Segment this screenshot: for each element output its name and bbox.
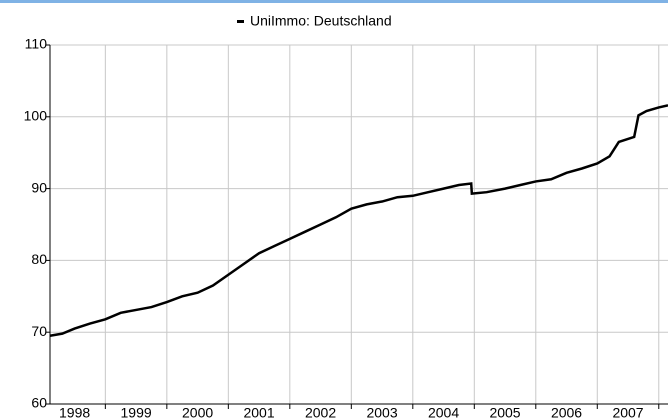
x-tick-label: 2003 [366, 405, 397, 420]
x-tick-label: 1998 [59, 405, 90, 420]
x-tick-label: 2007 [612, 405, 643, 420]
y-tick-label: 90 [31, 179, 47, 195]
x-tick-label: 2005 [489, 405, 520, 420]
x-tick-label: 2006 [551, 405, 582, 420]
y-tick-label: 70 [31, 323, 47, 339]
legend-label: UniImmo: Deutschland [250, 13, 392, 29]
x-tick-label: 1999 [121, 405, 152, 420]
x-tick-label: 2000 [182, 405, 213, 420]
x-tick-label: 2001 [243, 405, 274, 420]
x-tick-label: 2002 [305, 405, 336, 420]
y-tick-label: 80 [31, 251, 47, 267]
y-tick-label: 110 [25, 36, 48, 52]
y-tick-label: 60 [31, 395, 47, 411]
line-series [49, 104, 668, 338]
legend-swatch [237, 20, 244, 23]
y-tick-label: 100 [24, 108, 48, 124]
top-border [0, 0, 668, 3]
x-tick-label: 2004 [428, 405, 459, 420]
